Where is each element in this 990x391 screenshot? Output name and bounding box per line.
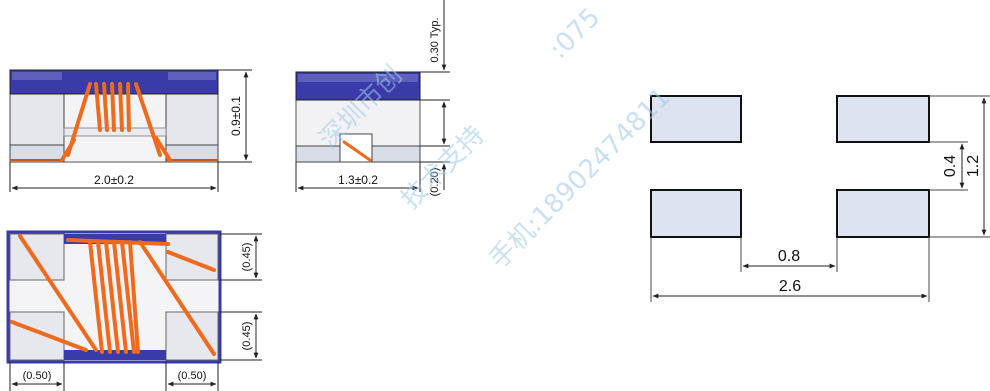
svg-text::075: :075 — [544, 2, 607, 65]
land-total-height-label: 1.2 — [965, 155, 982, 177]
top-coil — [10, 234, 216, 356]
land-gap-label: 0.8 — [778, 248, 800, 265]
land-total-width-label: 2.6 — [779, 278, 801, 295]
top-lower-label: (0.45) — [241, 322, 253, 351]
side-top-label: 0.30 Typ. — [429, 17, 441, 62]
front-view: 2.0±0.2 0.9±0.1 — [9, 69, 252, 192]
land-pattern: 0.8 2.6 0.4 1.2 — [650, 95, 990, 302]
svg-text:手机:18902474811: 手机:18902474811 — [484, 82, 677, 275]
pad-top-left — [650, 95, 742, 143]
side-width-label: 1.3±0.2 — [338, 173, 378, 187]
front-width-label: 2.0±0.2 — [94, 173, 134, 187]
top-left-label: (0.50) — [23, 370, 52, 382]
top-upper-label: (0.45) — [241, 243, 253, 272]
pad-bottom-right — [836, 189, 930, 238]
pad-top-right — [836, 95, 930, 143]
side-bottom-label: (0.20) — [429, 168, 441, 197]
land-pad-gap-label: 0.4 — [942, 155, 959, 177]
top-right-label: (0.50) — [178, 370, 207, 382]
top-view: (0.45) (0.45) (0.50) (0.50) — [6, 230, 262, 391]
pad-bottom-left — [650, 189, 742, 238]
front-coil — [60, 82, 172, 162]
side-view: 1.3±0.2 0.30 Typ. (0.20) — [295, 0, 450, 197]
front-height-label: 0.9±0.1 — [229, 96, 243, 136]
